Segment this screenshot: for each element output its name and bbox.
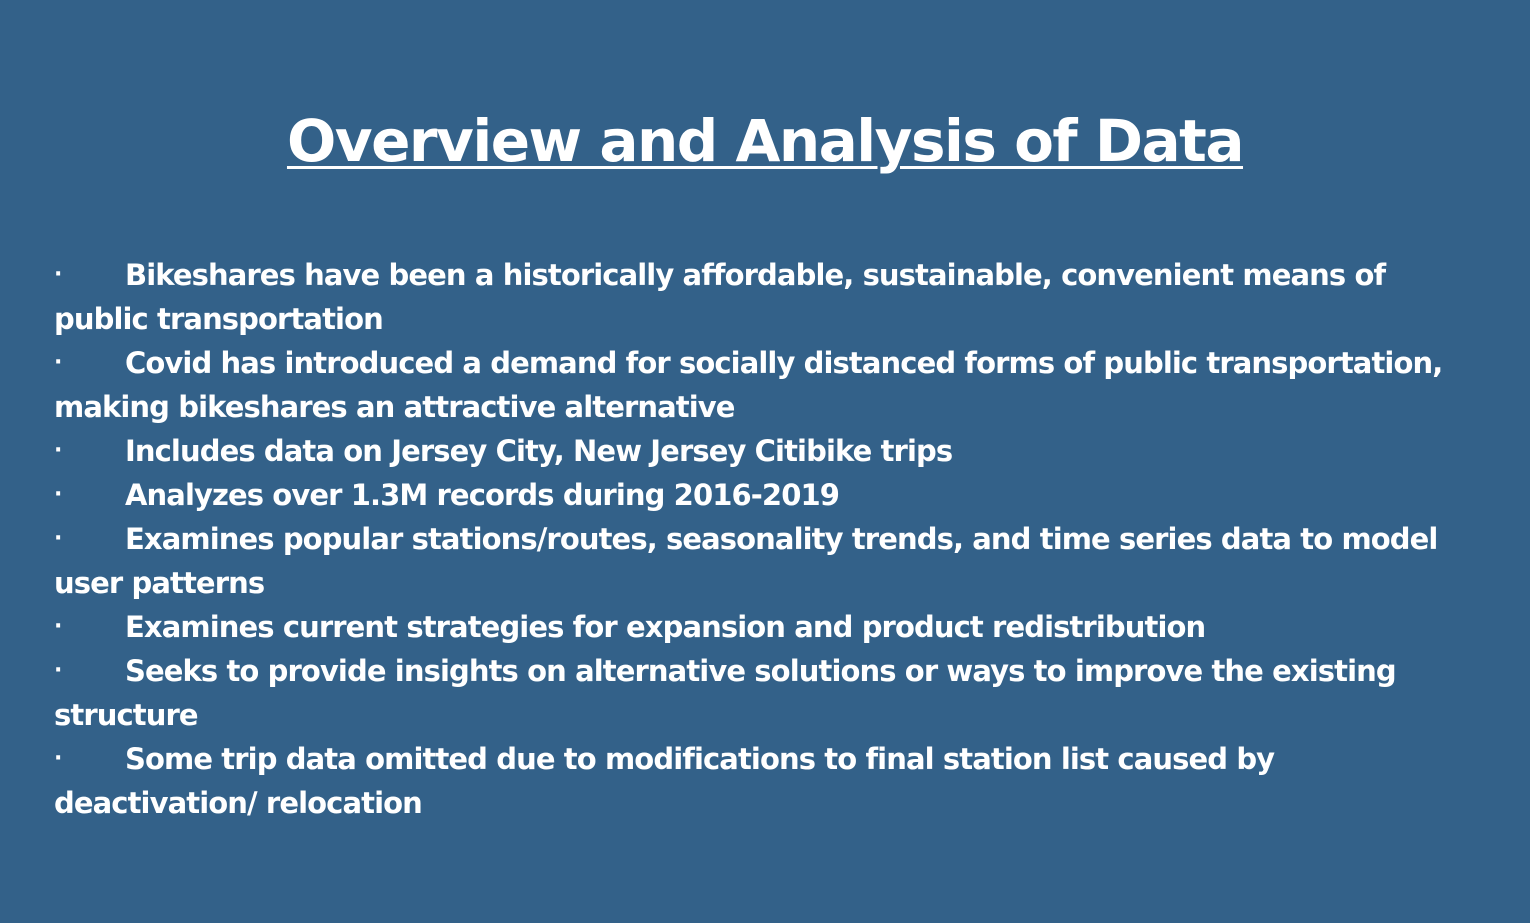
bullet-marker: · (54, 526, 62, 551)
bullet-text: Examines popular stations/routes, season… (54, 522, 1438, 600)
bullet-item: · Examines popular stations/routes, seaso… (54, 517, 1474, 605)
bullet-text: Includes data on Jersey City, New Jersey… (125, 434, 953, 468)
bullet-marker: · (54, 262, 62, 287)
bullet-marker: · (54, 350, 62, 375)
bullet-text: Examines current strategies for expansio… (125, 610, 1206, 644)
bullet-item: · Bikeshares have been a historically aff… (54, 253, 1474, 341)
bullet-item: · Examines current strategies for expansi… (54, 605, 1474, 649)
bullet-marker: · (54, 438, 62, 463)
bullet-item: · Analyzes over 1.3M records during 2016-… (54, 473, 1474, 517)
bullet-item: · Seeks to provide insights on alternativ… (54, 649, 1474, 737)
bullet-list: · Bikeshares have been a historically aff… (54, 253, 1474, 825)
bullet-text: Covid has introduced a demand for social… (54, 346, 1443, 424)
bullet-text: Analyzes over 1.3M records during 2016-2… (125, 478, 840, 512)
bullet-marker: · (54, 658, 62, 683)
bullet-marker: · (54, 746, 62, 771)
bullet-text: Bikeshares have been a historically affo… (54, 258, 1386, 336)
bullet-marker: · (54, 614, 62, 639)
bullet-text: Some trip data omitted due to modificati… (54, 742, 1275, 820)
slide-title: Overview and Analysis of Data (286, 107, 1245, 175)
bullet-text: Seeks to provide insights on alternative… (54, 654, 1397, 732)
bullet-item: · Includes data on Jersey City, New Jerse… (54, 429, 1474, 473)
bullet-marker: · (54, 482, 62, 507)
bullet-item: · Covid has introduced a demand for socia… (54, 341, 1474, 429)
bullet-item: · Some trip data omitted due to modificat… (54, 737, 1474, 825)
